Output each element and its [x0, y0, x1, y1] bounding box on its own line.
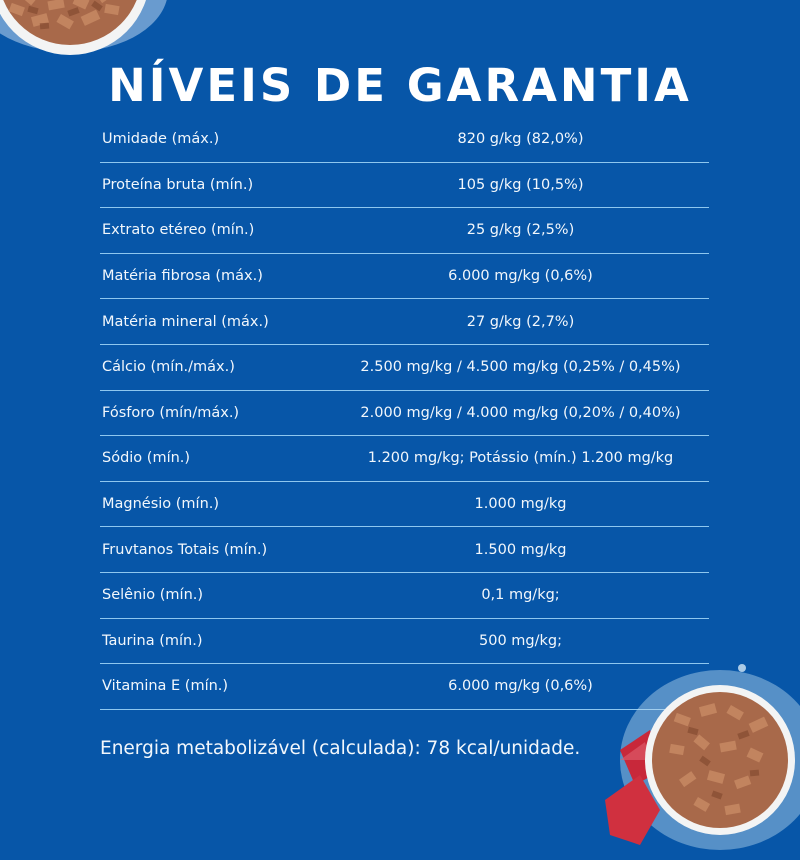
row-label: Matéria mineral (máx.)	[102, 313, 269, 330]
page-title: NÍVEIS DE GARANTIA	[108, 59, 692, 112]
row-label: Extrato etéreo (mín.)	[102, 222, 255, 239]
table-row: Fósforo (mín/máx.) 2.000 mg/kg / 4.000 m…	[100, 391, 709, 437]
row-value: 2.000 mg/kg / 4.000 mg/kg (0,20% / 0,40%…	[360, 404, 681, 421]
guarantee-table: Umidade (máx.) 820 g/kg (82,0%) Proteína…	[100, 117, 709, 710]
row-value: 1.200 mg/kg; Potássio (mín.) 1.200 mg/kg	[367, 450, 674, 467]
row-label: Matéria fibrosa (máx.)	[102, 268, 263, 285]
row-value: 105 g/kg (10,5%)	[457, 176, 584, 193]
table-row: Fruvtanos Totais (mín.) 1.500 mg/kg	[100, 527, 709, 573]
row-value: 6.000 mg/kg (0,6%)	[448, 678, 593, 695]
food-bowl-image-top	[0, 0, 167, 55]
table-row: Vitamina E (mín.) 6.000 mg/kg (0,6%)	[100, 664, 709, 710]
row-label: Fruvtanos Totais (mín.)	[102, 541, 268, 558]
row-label: Magnésio (mín.)	[102, 496, 220, 513]
row-value: 2.500 mg/kg / 4.500 mg/kg (0,25% / 0,45%…	[360, 359, 681, 376]
table-row: Sódio (mín.) 1.200 mg/kg; Potássio (mín.…	[100, 436, 709, 482]
row-label: Vitamina E (mín.)	[102, 678, 229, 695]
table-row: Matéria mineral (máx.) 27 g/kg (2,7%)	[100, 299, 709, 345]
row-value: 6.000 mg/kg (0,6%)	[448, 268, 593, 285]
table-row: Cálcio (mín./máx.) 2.500 mg/kg / 4.500 m…	[100, 345, 709, 391]
row-label: Sódio (mín.)	[102, 450, 191, 467]
table-row: Umidade (máx.) 820 g/kg (82,0%)	[100, 117, 709, 163]
table-row: Extrato etéreo (mín.) 25 g/kg (2,5%)	[100, 208, 709, 254]
row-value: 1.000 mg/kg	[474, 496, 567, 513]
row-label: Umidade (máx.)	[102, 131, 220, 148]
energy-note: Energia metabolizável (calculada): 78 kc…	[100, 738, 581, 759]
table-row: Taurina (mín.) 500 mg/kg;	[100, 619, 709, 665]
food-bowl-image-bottom	[605, 664, 800, 850]
row-label: Taurina (mín.)	[102, 632, 203, 649]
row-value: 1.500 mg/kg	[474, 541, 567, 558]
row-label: Proteína bruta (mín.)	[102, 176, 254, 193]
row-label: Cálcio (mín./máx.)	[102, 359, 235, 376]
table-row: Magnésio (mín.) 1.000 mg/kg	[100, 482, 709, 528]
row-value: 25 g/kg (2,5%)	[466, 222, 575, 239]
row-value: 500 mg/kg;	[479, 632, 562, 649]
row-value: 27 g/kg (2,7%)	[466, 313, 575, 330]
row-value: 0,1 mg/kg;	[481, 587, 560, 604]
row-label: Fósforo (mín/máx.)	[102, 404, 240, 421]
table-row: Matéria fibrosa (máx.) 6.000 mg/kg (0,6%…	[100, 254, 709, 300]
row-label: Selênio (mín.)	[102, 587, 204, 604]
table-row: Proteína bruta (mín.) 105 g/kg (10,5%)	[100, 163, 709, 209]
row-value: 820 g/kg (82,0%)	[457, 131, 584, 148]
table-row: Selênio (mín.) 0,1 mg/kg;	[100, 573, 709, 619]
